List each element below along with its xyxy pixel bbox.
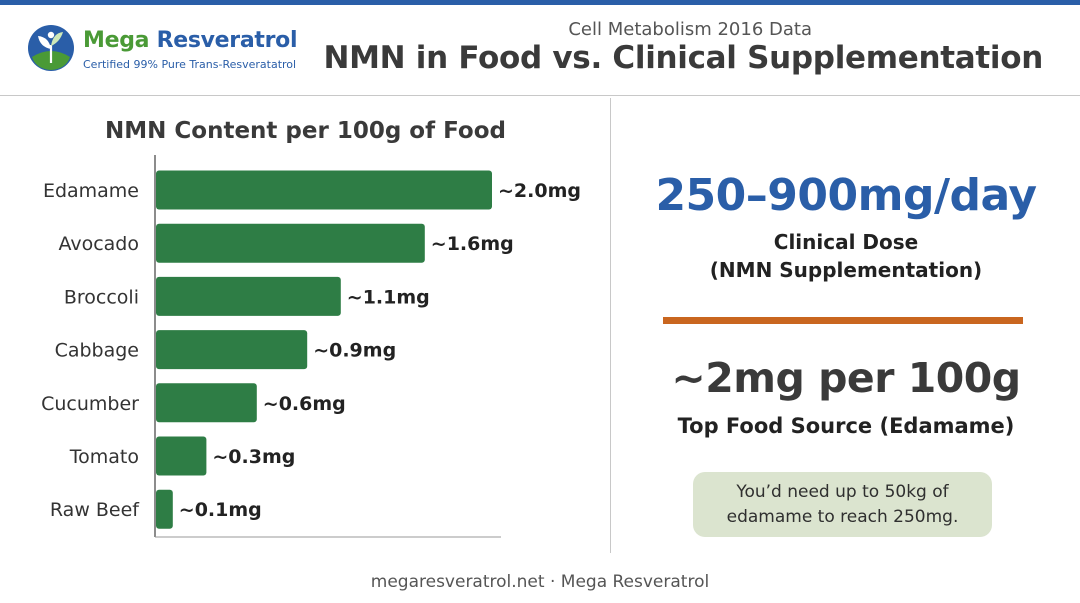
top-accent-bar (0, 0, 1080, 5)
bar-edamame (156, 170, 492, 210)
panel-divider (610, 98, 611, 553)
page-subtitle: Cell Metabolism 2016 Data (568, 19, 812, 40)
nmn-bar-chart: Edamame ~2.0mg Avocado ~1.6mg Broccoli ~1.1mg… (41, 155, 581, 538)
clinical-dose-sublabel: (NMN Supplementation) (709, 258, 983, 282)
value-label: ~0.1mg (179, 499, 262, 521)
value-label: ~1.1mg (347, 286, 430, 308)
brand-name-word2: Resveratrol (156, 28, 298, 53)
category-label: Tomato (69, 446, 139, 468)
category-label: Raw Beef (50, 499, 140, 521)
page-title: NMN in Food vs. Clinical Supplementation (323, 40, 1043, 76)
bar-raw-beef (156, 489, 173, 529)
value-label: ~1.6mg (431, 233, 514, 255)
leaf-sprout-globe-icon (28, 25, 74, 71)
bar-tomato (156, 436, 207, 476)
comparison-note-line-2: edamame to reach 250mg. (726, 507, 959, 527)
header-divider (0, 95, 1080, 96)
value-label: ~0.3mg (212, 446, 295, 468)
bar-broccoli (156, 276, 341, 316)
bar-cucumber (156, 383, 257, 423)
category-label: Edamame (43, 180, 139, 202)
header: Mega Resveratrol Certified 99% Pure Tran… (0, 5, 1080, 95)
section-divider-bar (663, 317, 1023, 324)
brand-logo: Mega Resveratrol Certified 99% Pure Tran… (26, 23, 306, 81)
category-label: Broccoli (64, 286, 139, 308)
food-source-value: ~2mg per 100g (671, 354, 1021, 402)
clinical-dose-label: Clinical Dose (773, 230, 919, 254)
comparison-note-line-1: You’d need up to 50kg of (736, 482, 949, 502)
value-label: ~0.6mg (263, 393, 346, 415)
food-source-label: Top Food Source (Edamame) (677, 414, 1015, 438)
category-label: Cabbage (55, 340, 139, 362)
brand-name: Mega Resveratrol (83, 28, 298, 53)
footer-credit: megaresveratrol.net · Mega Resveratrol (370, 572, 710, 592)
chart-title: NMN Content per 100g of Food (105, 118, 506, 144)
brand-tagline: Certified 99% Pure Trans-Resveratatrol (83, 58, 297, 71)
brand-name-word1: Mega (83, 28, 150, 53)
value-label: ~2.0mg (498, 180, 581, 202)
bar-avocado (156, 223, 425, 263)
clinical-dose-value: 250–900mg/day (655, 170, 1037, 221)
comparison-note: You’d need up to 50kg of edamame to reac… (693, 472, 992, 537)
bar-cabbage (156, 330, 308, 370)
value-label: ~0.9mg (313, 340, 396, 362)
category-label: Avocado (58, 233, 139, 255)
category-label: Cucumber (41, 393, 139, 415)
